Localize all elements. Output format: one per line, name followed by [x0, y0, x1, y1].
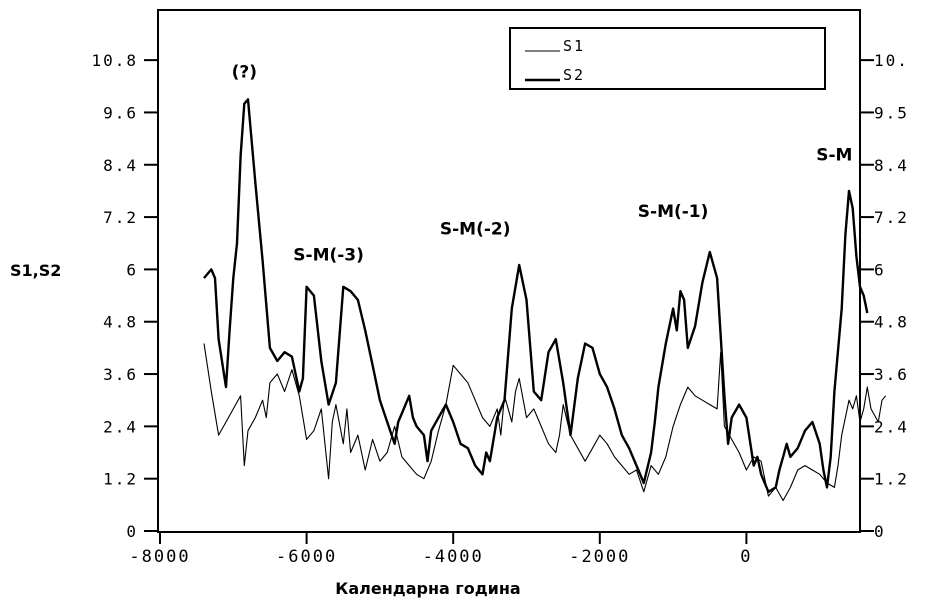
x-tick-label: -8000: [129, 547, 190, 567]
annotation-label: S-M: [816, 145, 852, 165]
y-tick-right-label: 6: [874, 260, 886, 279]
x-tick-label: -4000: [423, 547, 484, 567]
x-axis: -8000 -6000 -4000 -2000 0: [129, 532, 752, 567]
series-line-s1: [203, 343, 887, 502]
x-tick-label: -6000: [276, 547, 337, 567]
y-tick-right-label: 7.2: [874, 208, 909, 227]
annotation-layer: (?) S-M(-3) S-M(-2) S-M(-1) S-M: [232, 63, 853, 266]
y-tick-left-label: 10.8: [91, 51, 138, 70]
plot-frame: [157, 9, 861, 533]
series-line-s2: [203, 98, 869, 493]
y-tick-left-label: 6: [126, 260, 138, 279]
y-tick-left-label: 9.6: [103, 103, 138, 122]
right-y-axis: 0 1.2 2.4 3.6 4.8 6 7.2 8.4 9.5 10.: [860, 51, 909, 541]
legend-label-s1: S1: [563, 37, 585, 55]
y-tick-right-label: 4.8: [874, 313, 909, 332]
y-tick-left-label: 3.6: [103, 365, 138, 384]
y-tick-right-label: 9.5: [874, 103, 909, 122]
y-tick-left-label: 1.2: [103, 470, 138, 489]
y-tick-right-label: 2.4: [874, 417, 909, 436]
x-tick-label: 0: [740, 547, 752, 567]
x-axis-label: Календарна година: [335, 579, 520, 598]
legend-box: [509, 27, 826, 90]
y-tick-left-label: 0: [126, 522, 138, 541]
annotation-label: (?): [232, 63, 257, 83]
x-tick-label: -2000: [569, 547, 630, 567]
y-tick-right-label: 0: [874, 522, 886, 541]
legend: S1 S2: [509, 27, 826, 90]
y-tick-left-label: 2.4: [103, 417, 138, 436]
y-tick-left-label: 8.4: [103, 156, 138, 175]
y-tick-right-label: 10.: [874, 51, 909, 70]
annotation-label: S-M(-1): [638, 202, 709, 222]
y-axis-label: S1,S2: [10, 261, 61, 280]
y-tick-left-label: 4.8: [103, 313, 138, 332]
annotation-label: S-M(-3): [293, 246, 364, 266]
y-tick-right-label: 3.6: [874, 365, 909, 384]
legend-label-s2: S2: [563, 66, 585, 84]
series-layer: [203, 98, 887, 502]
y-tick-left-label: 7.2: [103, 208, 138, 227]
y-tick-right-label: 1.2: [874, 470, 909, 489]
annotation-label: S-M(-2): [440, 220, 511, 240]
left-y-axis: 0 1.2 2.4 3.6 4.8 6 7.2 8.4 9.6 10.8: [91, 51, 158, 541]
y-tick-right-label: 8.4: [874, 156, 909, 175]
